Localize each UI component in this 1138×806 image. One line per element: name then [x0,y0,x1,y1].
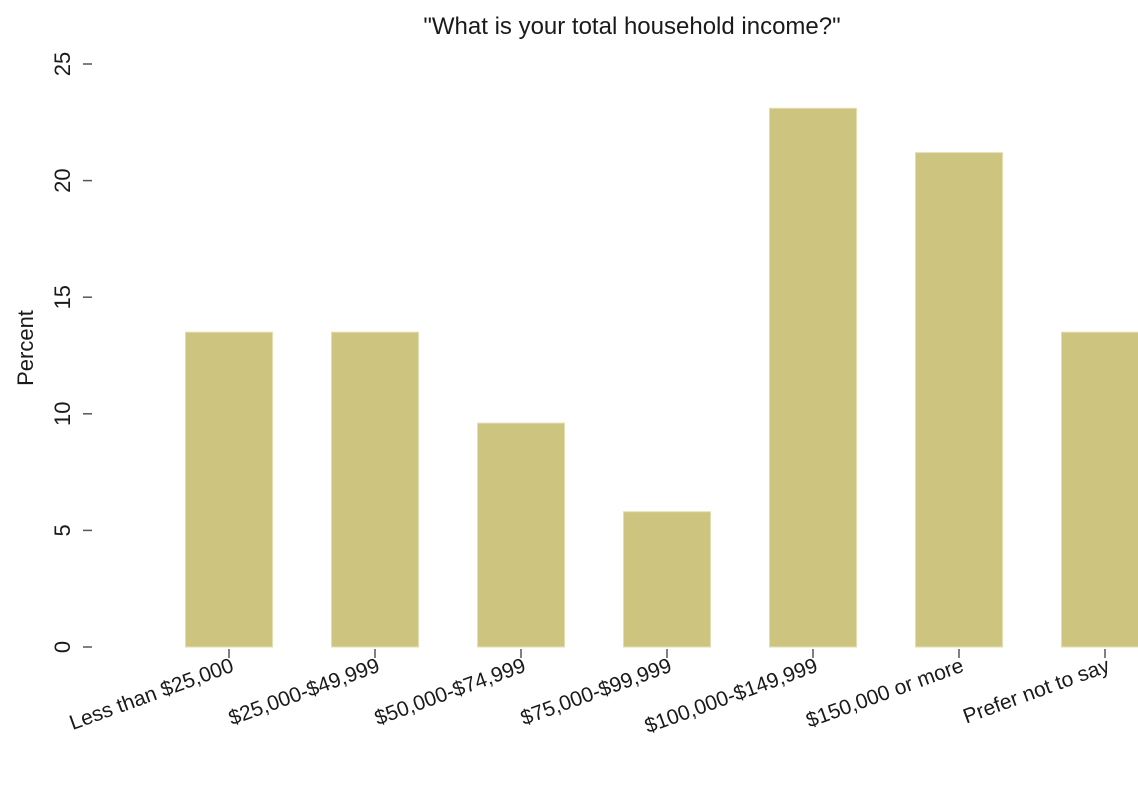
bar [915,152,1003,648]
bar [769,107,857,648]
bar [1061,331,1138,648]
bar [331,331,419,648]
x-tick-label: Less than $25,000 [66,654,236,735]
bar [477,422,565,648]
y-tick-label: 5 [50,524,75,536]
x-tick-label: Prefer not to say [960,654,1113,728]
y-tick-label: 20 [50,168,75,192]
y-tick-label: 0 [50,641,75,653]
chart-title: "What is your total household income?" [423,13,840,40]
x-tick-label: $50,000-$74,999 [372,654,529,730]
y-tick-label: 10 [50,402,75,426]
bars [185,107,1138,648]
x-tick-label: $150,000 or more [803,654,967,732]
x-tick-label: $25,000-$49,999 [226,654,383,730]
y-tick-label: 25 [50,52,75,76]
y-axis: 0 5 10 15 20 25 [50,52,92,653]
y-tick-label: 15 [50,285,75,309]
x-axis: Less than $25,000$25,000-$49,999$50,000-… [66,649,1113,738]
y-axis-label: Percent [13,310,38,386]
bar [623,511,711,648]
bar [185,331,273,648]
